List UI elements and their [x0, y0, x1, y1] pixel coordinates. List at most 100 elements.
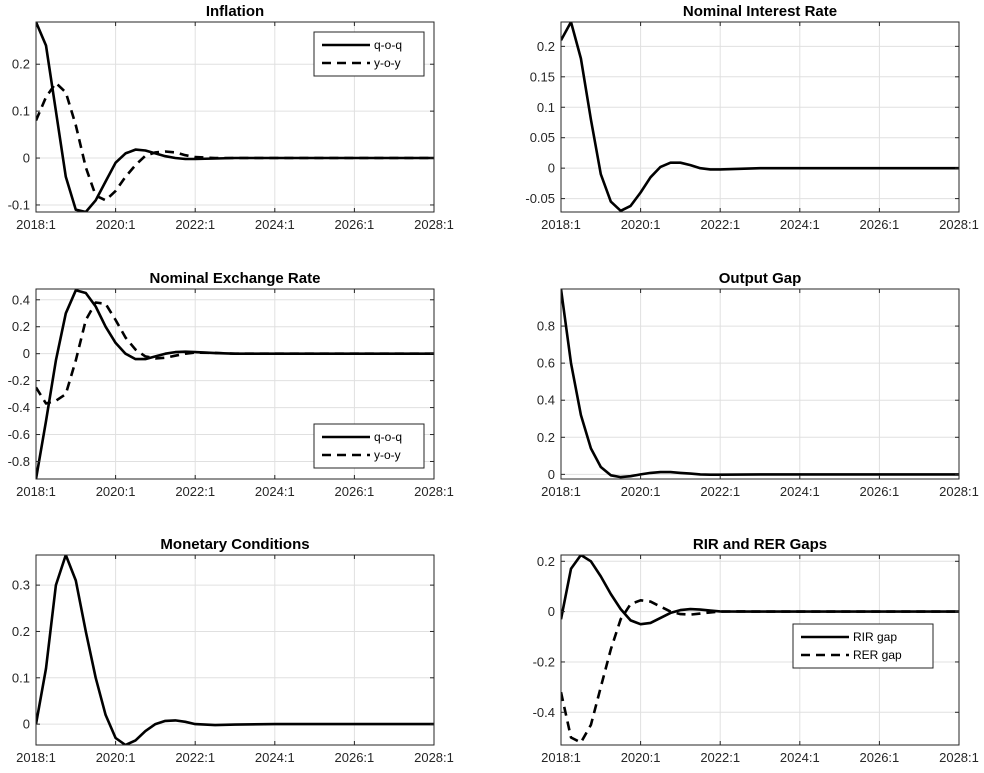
legend-box: [313, 423, 425, 469]
panel-nominal-interest-rate: 2018:1 2020:1 2022:1 2024:1 2026:1 2028:1 -0.0…: [525, 3, 979, 232]
y-tick-label: 0.2: [12, 624, 30, 639]
x-tick-label: 2024:1: [255, 750, 295, 765]
y-tick-label: 0.4: [537, 393, 555, 408]
y-tick-label: -0.1: [8, 197, 30, 212]
legend: q-o-q y-o-y: [313, 31, 425, 77]
chart-title: RIR and RER Gaps: [693, 536, 827, 553]
x-tick-label: 2022:1: [175, 217, 215, 232]
plot-area: [561, 289, 959, 479]
y-tick-label: 0: [548, 161, 555, 176]
axes-box: [35, 554, 435, 746]
series-line-rir-gap: [561, 555, 959, 626]
y-tick-label: 0: [23, 717, 30, 732]
x-tick-label: 2028:1: [939, 484, 979, 499]
x-tick-label: 2028:1: [939, 750, 979, 765]
y-tick-label: 0.6: [537, 356, 555, 371]
legend-label: q-o-q: [374, 430, 402, 444]
x-tick-label: 2018:1: [16, 217, 56, 232]
x-tick-label: 2026:1: [335, 750, 375, 765]
panel-output-gap: 2018:1 2020:1 2022:1 2024:1 2026:1 2028:1 0 0.2…: [537, 270, 979, 499]
legend-box: [313, 31, 425, 77]
y-tick-label: -0.2: [533, 654, 555, 669]
x-tick-label: 2020:1: [621, 750, 661, 765]
x-tick-label: 2018:1: [541, 484, 581, 499]
panel-monetary-conditions: 2018:1 2020:1 2022:1 2024:1 2026:1 2028:1 0 0.1…: [12, 536, 454, 765]
series-line-y-o-y: [36, 81, 434, 202]
x-tick-label: 2028:1: [414, 750, 454, 765]
y-tick-label: -0.05: [525, 191, 555, 206]
x-tick-label: 2018:1: [16, 750, 56, 765]
x-tick-label: 2024:1: [780, 217, 820, 232]
series-line-0: [561, 289, 959, 479]
panel-rir-rer-gaps: 2018:1 2020:1 2022:1 2024:1 2026:1 2028:1 -0.4…: [533, 536, 979, 765]
chart-title: Nominal Exchange Rate: [150, 270, 321, 287]
x-tick-label: 2022:1: [175, 484, 215, 499]
y-tick-label: 0: [23, 346, 30, 361]
x-tick-label: 2026:1: [860, 217, 900, 232]
y-tick-label: 0.2: [537, 554, 555, 569]
y-tick-label: 0.1: [12, 670, 30, 685]
y-tick-label: -0.4: [8, 400, 30, 415]
x-tick-label: 2028:1: [414, 217, 454, 232]
legend-label: y-o-y: [374, 448, 401, 462]
axes-box: [560, 21, 960, 213]
legend: q-o-q y-o-y: [313, 423, 425, 469]
y-tick-label: 0.8: [537, 319, 555, 334]
x-tick-label: 2026:1: [335, 217, 375, 232]
y-tick-label: 0.4: [12, 292, 30, 307]
x-tick-label: 2018:1: [16, 484, 56, 499]
y-tick-label: 0.05: [530, 130, 555, 145]
chart-title: Monetary Conditions: [160, 536, 309, 553]
series-line-0: [561, 22, 959, 212]
x-tick-label: 2018:1: [541, 217, 581, 232]
y-tick-label: 0: [23, 151, 30, 166]
axes-box: [35, 288, 435, 480]
chart-title: Inflation: [206, 3, 264, 20]
x-tick-label: 2026:1: [860, 484, 900, 499]
y-tick-label: 0: [548, 604, 555, 619]
legend-label: RIR gap: [853, 630, 897, 644]
y-tick-label: 0: [548, 467, 555, 482]
legend-label: y-o-y: [374, 56, 401, 70]
series-line-rer-gap: [561, 598, 959, 744]
chart-title: Output Gap: [719, 270, 802, 287]
x-tick-label: 2020:1: [96, 484, 136, 499]
x-tick-label: 2026:1: [335, 484, 375, 499]
y-tick-label: 0.2: [12, 319, 30, 334]
x-tick-label: 2024:1: [255, 217, 295, 232]
x-tick-label: 2024:1: [255, 484, 295, 499]
x-tick-label: 2020:1: [621, 217, 661, 232]
x-tick-label: 2022:1: [700, 217, 740, 232]
y-tick-label: 0.15: [530, 69, 555, 84]
x-tick-label: 2028:1: [939, 217, 979, 232]
series-line-y-o-y: [36, 301, 434, 405]
legend-box: [792, 623, 934, 669]
x-tick-label: 2020:1: [96, 217, 136, 232]
axes-box: [560, 554, 960, 746]
x-tick-label: 2020:1: [621, 484, 661, 499]
x-tick-label: 2024:1: [780, 484, 820, 499]
axes-box: [35, 21, 435, 213]
y-tick-label: 0.2: [537, 39, 555, 54]
x-tick-label: 2020:1: [96, 750, 136, 765]
x-tick-label: 2022:1: [700, 484, 740, 499]
legend: RIR gap RER gap: [792, 623, 934, 669]
y-tick-label: 0.3: [12, 578, 30, 593]
axes-box: [560, 288, 960, 480]
plot-area: [561, 22, 959, 212]
y-tick-label: -0.8: [8, 454, 30, 469]
y-tick-label: -0.4: [533, 705, 555, 720]
series-line-0: [36, 555, 434, 745]
y-tick-label: -0.6: [8, 427, 30, 442]
plot-area: [36, 555, 434, 745]
panel-nominal-exchange-rate: 2018:1 2020:1 2022:1 2024:1 2026:1 2028:1 -0.8…: [8, 270, 454, 499]
y-tick-label: 0.2: [12, 57, 30, 72]
y-tick-label: -0.2: [8, 373, 30, 388]
x-tick-label: 2022:1: [700, 750, 740, 765]
x-tick-label: 2028:1: [414, 484, 454, 499]
y-tick-label: 0.2: [537, 430, 555, 445]
y-tick-label: 0.1: [12, 104, 30, 119]
panel-inflation: 2018:1 2020:1 2022:1 2024:1 2026:1 2028:1 -0.1…: [8, 3, 454, 232]
x-tick-label: 2024:1: [780, 750, 820, 765]
